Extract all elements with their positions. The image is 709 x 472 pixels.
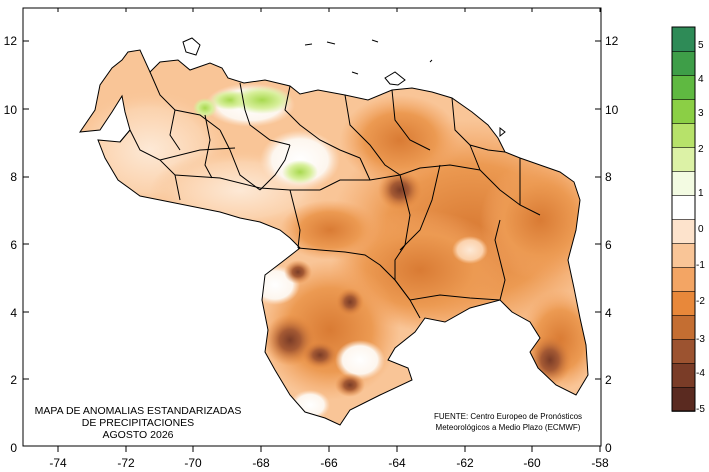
x-tick-label: -66 (320, 456, 338, 470)
islands (182, 37, 506, 138)
title-line: DE PRECIPITACIONES (82, 417, 194, 429)
y-axis-labels: 12 10 8 6 4 2 0 (4, 34, 18, 455)
colorbar-swatch (671, 314, 696, 340)
colorbar-swatch (671, 74, 696, 100)
source-line: Meteorológicos a Medio Plazo (ECMWF) (436, 423, 581, 432)
y-tick-label-right: 2 (605, 373, 612, 387)
colorbar-swatch (671, 146, 696, 172)
x-tick-label: -64 (388, 456, 406, 470)
x-tick-label: -74 (49, 456, 67, 470)
colorbar-swatch (671, 26, 696, 52)
colorbar-label: -2 (696, 296, 705, 307)
colorbar-label: 4 (698, 74, 704, 85)
colorbar-swatch (671, 290, 696, 316)
source-line: FUENTE: Centro Europeo de Pronósticos (434, 412, 582, 421)
x-tick-label: -72 (117, 456, 135, 470)
y-tick-label: 6 (10, 238, 17, 252)
colorbar (671, 26, 696, 412)
y-tick-label-right: 8 (605, 170, 612, 184)
axis-ticks (23, 8, 601, 452)
colorbar-label: -5 (696, 404, 705, 415)
y-axis-labels-right: 12 10 8 6 4 2 0 (605, 34, 619, 455)
colorbar-label: 2 (698, 144, 704, 155)
y-tick-label: 12 (4, 34, 18, 48)
y-tick-label: 2 (10, 373, 17, 387)
y-tick-label: 0 (10, 441, 17, 455)
colorbar-labels: 5 4 3 2 1 0 -1 -2 -3 -4 -5 (696, 40, 705, 415)
colorbar-label: -1 (696, 260, 705, 271)
map-title: MAPA DE ANOMALIAS ESTANDARIZADAS DE PREC… (35, 405, 242, 441)
colorbar-label: 3 (698, 108, 704, 119)
x-tick-label: -60 (523, 456, 541, 470)
colorbar-label: -3 (696, 334, 705, 345)
x-axis-labels: -74 -72 -70 -68 -66 -64 -62 -60 -58 (49, 456, 609, 470)
x-tick-label: -62 (456, 456, 474, 470)
x-tick-label: -68 (252, 456, 270, 470)
y-tick-label-right: 0 (605, 441, 612, 455)
colorbar-swatch (671, 266, 696, 292)
x-tick-label: -58 (591, 456, 609, 470)
colorbar-swatch (671, 170, 696, 196)
source-note: FUENTE: Centro Europeo de Pronósticos Me… (434, 412, 582, 432)
colorbar-swatch (671, 338, 696, 364)
y-tick-label: 4 (10, 306, 17, 320)
colorbar-swatch (671, 50, 696, 76)
colorbar-label: 5 (698, 40, 704, 51)
y-tick-label-right: 4 (605, 306, 612, 320)
colorbar-swatch (671, 194, 696, 220)
colorbar-label: -4 (696, 368, 705, 379)
colorbar-label: 0 (698, 224, 704, 235)
colorbar-swatch (671, 386, 696, 412)
state-borders (119, 71, 541, 319)
y-tick-label-right: 6 (605, 238, 612, 252)
colorbar-swatch (671, 218, 696, 244)
x-tick-label: -70 (184, 456, 202, 470)
colorbar-frame (671, 26, 696, 412)
y-tick-label: 10 (4, 103, 18, 117)
colorbar-swatch (671, 122, 696, 148)
colorbar-swatch (671, 242, 696, 268)
title-line: AGOSTO 2026 (102, 429, 173, 441)
colorbar-swatch (671, 98, 696, 124)
title-line: MAPA DE ANOMALIAS ESTANDARIZADAS (35, 405, 242, 417)
colorbar-label: 1 (698, 188, 704, 199)
y-tick-label: 8 (10, 170, 17, 184)
colorbar-swatch (671, 362, 696, 388)
y-tick-label-right: 12 (605, 34, 619, 48)
y-tick-label-right: 10 (605, 103, 619, 117)
